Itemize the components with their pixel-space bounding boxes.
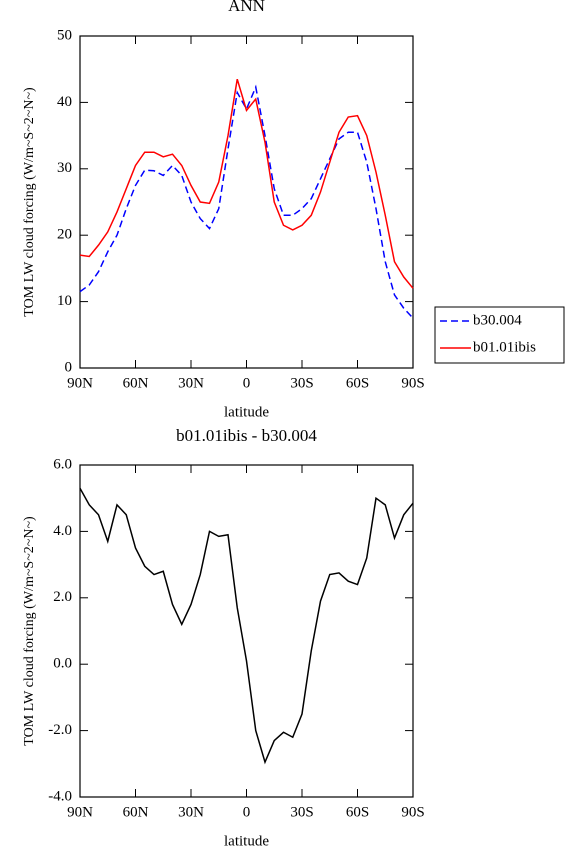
legend-label: b30.004 bbox=[473, 312, 522, 328]
x-tick-label: 60N bbox=[123, 804, 149, 820]
y-tick-label: 20 bbox=[57, 227, 72, 243]
panel-title: b01.01ibis - b30.004 bbox=[176, 426, 317, 445]
y-axis-label: TOM LW cloud forcing (W/m~S~2~N~) bbox=[22, 87, 37, 317]
plot-frame bbox=[79, 35, 414, 369]
x-tick-label: 30S bbox=[290, 375, 313, 391]
x-tick-label: 90S bbox=[401, 804, 424, 820]
x-tick-label: 60S bbox=[346, 804, 369, 820]
x-axis-label: latitude bbox=[224, 404, 269, 420]
y-axis-label: TOM LW cloud forcing (W/m~S~2~N~) bbox=[22, 516, 37, 746]
legend-label: b01.01ibis bbox=[473, 339, 536, 355]
x-tick-label: 30S bbox=[290, 804, 313, 820]
series-line bbox=[79, 84, 414, 319]
y-tick-label: 2.0 bbox=[53, 589, 72, 605]
x-axis-label: latitude bbox=[224, 833, 269, 849]
x-tick-label: 90S bbox=[401, 375, 424, 391]
x-tick-label: 60N bbox=[123, 375, 149, 391]
x-tick-label: 60S bbox=[346, 375, 369, 391]
x-tick-label: 0 bbox=[243, 375, 251, 391]
y-tick-label: 4.0 bbox=[53, 523, 72, 539]
y-tick-label: 10 bbox=[57, 293, 72, 309]
y-tick-label: 30 bbox=[57, 160, 72, 176]
y-tick-label: -2.0 bbox=[48, 722, 72, 738]
x-tick-label: 90N bbox=[67, 375, 93, 391]
panel-title: ANN bbox=[228, 0, 265, 15]
y-tick-label: 40 bbox=[57, 94, 72, 110]
y-tick-label: 0 bbox=[65, 359, 73, 375]
legend-box bbox=[434, 306, 565, 364]
data-line bbox=[79, 487, 414, 765]
x-tick-label: 0 bbox=[243, 804, 251, 820]
x-tick-label: 30N bbox=[178, 804, 204, 820]
y-tick-label: -4.0 bbox=[48, 788, 72, 804]
y-tick-label: 50 bbox=[57, 27, 72, 43]
series-line bbox=[79, 78, 414, 289]
x-tick-label: 30N bbox=[178, 375, 204, 391]
x-tick-label: 90N bbox=[67, 804, 93, 820]
y-tick-label: 0.0 bbox=[53, 656, 72, 672]
plot-frame bbox=[79, 464, 414, 798]
y-tick-label: 6.0 bbox=[53, 456, 72, 472]
